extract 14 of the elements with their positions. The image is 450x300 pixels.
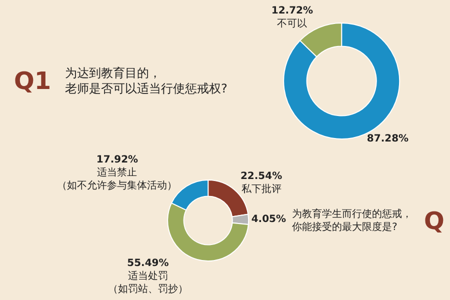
text: 为教育学生而行使的惩戒，你能接受的最大限度是? xyxy=(292,208,412,233)
text: Q1 xyxy=(14,67,52,95)
slice-label: 适当禁止（如不允许参与集体活动） xyxy=(57,166,178,192)
data-label: 55.49% xyxy=(127,258,169,270)
data-label: 87.28% xyxy=(366,134,409,145)
text: 为达到教育目的，老师是否可以适当行使惩戒权? xyxy=(65,66,228,96)
slice-label: 私下批评 xyxy=(241,182,282,195)
data-label: 12.72% xyxy=(271,5,314,16)
data-label: 22.54% xyxy=(240,170,282,182)
slice-label: 不可以 xyxy=(277,17,308,30)
data-label: 17.92% xyxy=(96,154,138,166)
text: Q xyxy=(424,207,444,235)
data-label: 4.05% xyxy=(251,214,286,225)
slice-label: 适当处罚（如罚站、罚抄） xyxy=(108,270,188,296)
